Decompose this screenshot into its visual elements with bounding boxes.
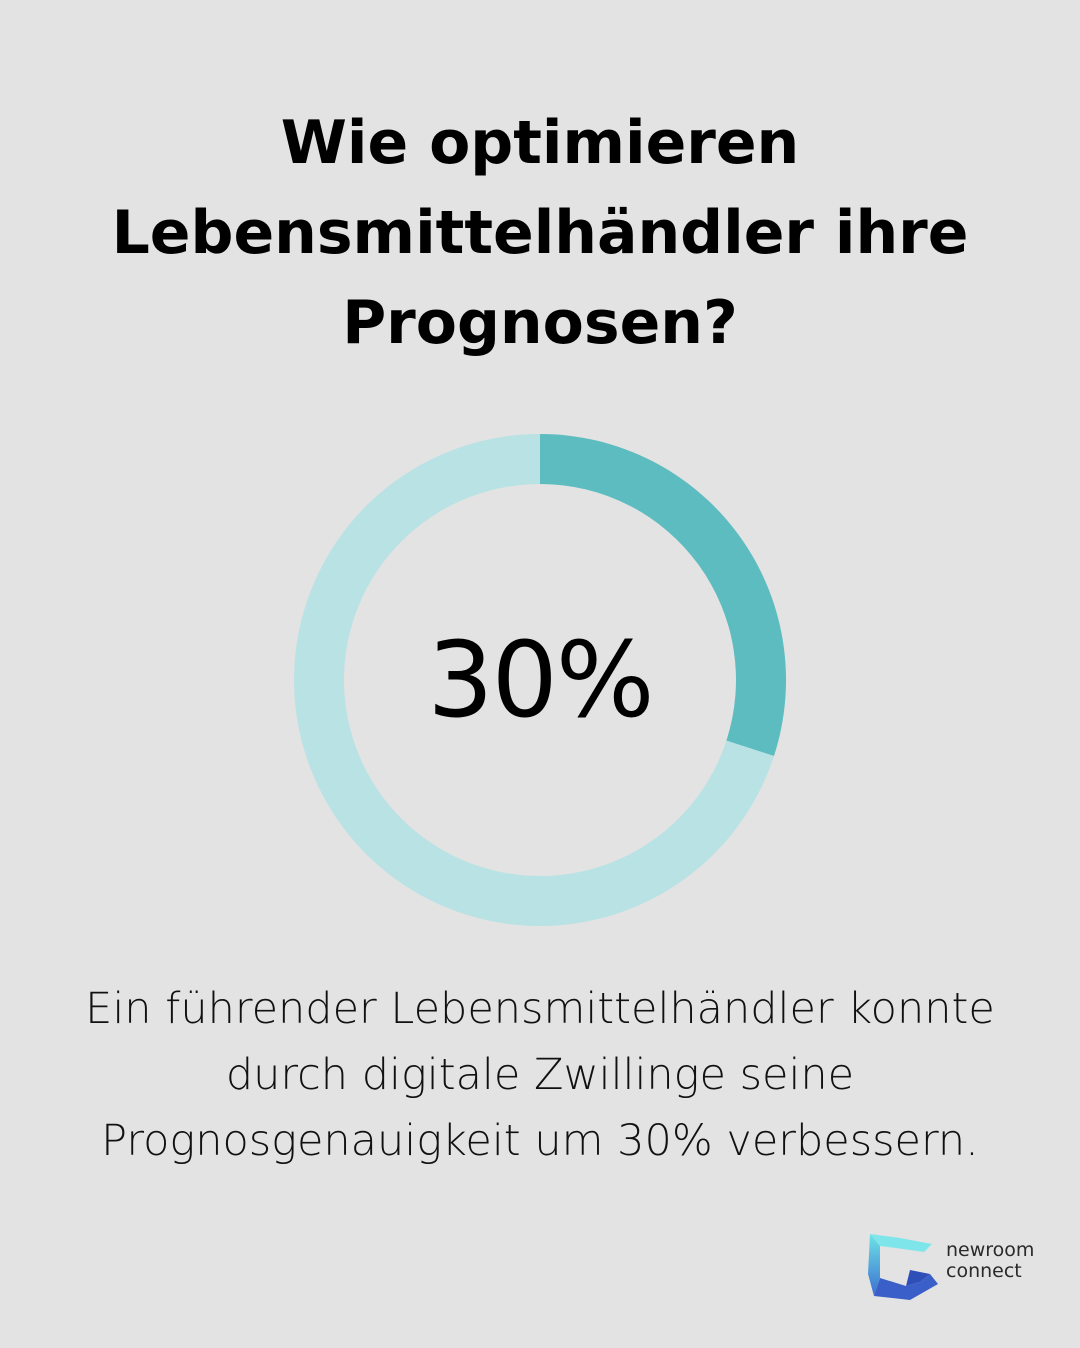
donut-chart-svg	[294, 434, 786, 926]
description-line-2: durch digitale Zwillinge seine	[225, 1050, 855, 1100]
description-line-3: Prognosgenauigkeit um 30% verbessern.	[101, 1116, 979, 1166]
page-title: Wie optimieren Lebensmittelhändler ihre …	[40, 98, 1040, 368]
logo-text-line-2: connect	[946, 1260, 1022, 1282]
newroom-connect-logo: newroom connect	[866, 1230, 1046, 1304]
title-line-2: Lebensmittelhändler ihre	[111, 198, 969, 268]
logo-text: newroom connect	[946, 1240, 1034, 1282]
description: Ein führender Lebensmittelhändler konnte…	[40, 976, 1040, 1174]
title-line-3: Prognosen?	[342, 288, 738, 358]
logo-text-line-1: newroom	[946, 1239, 1035, 1261]
center-percentage-label: 30%	[427, 619, 654, 741]
donut-chart: 30%	[294, 434, 786, 926]
title-line-1: Wie optimieren	[280, 108, 800, 178]
logo-mark-icon	[868, 1234, 938, 1300]
description-line-1: Ein führender Lebensmittelhändler konnte	[85, 984, 995, 1034]
donut-segment-highlight	[540, 434, 786, 757]
